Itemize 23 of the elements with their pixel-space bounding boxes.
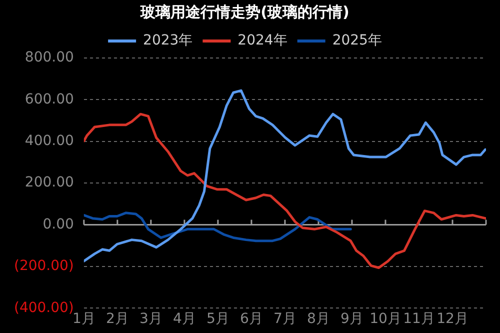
x-tick-label: 7月 [273, 311, 296, 328]
y-tick-label: (200.00) [14, 258, 74, 274]
x-tick-label: 6月 [240, 311, 263, 328]
y-tick-label: (400.00) [14, 300, 74, 316]
x-tick-label: 3月 [139, 311, 162, 328]
x-tick-label: 1月 [72, 311, 96, 328]
x-tick-label: 4月 [172, 311, 196, 328]
x-tick-label: 10月 [370, 311, 402, 328]
x-tick-label: 9月 [340, 311, 364, 328]
x-tick-label: 2月 [106, 311, 129, 328]
chart-title: 玻璃用途行情走势(玻璃的行情) [140, 2, 350, 21]
y-tick-label: 800.00 [24, 50, 74, 66]
y-tick-label: 200.00 [24, 174, 74, 191]
legend-label: 2025年 [332, 32, 382, 49]
x-tick-label: 8月 [307, 311, 330, 328]
y-tick-label: 400.00 [24, 133, 74, 150]
legend-label: 2024年 [238, 32, 288, 49]
x-tick-label: 11月 [403, 311, 435, 328]
legend-label: 2023年 [143, 32, 193, 49]
y-tick-label: 600.00 [24, 91, 74, 108]
x-tick-label: 5月 [206, 311, 230, 328]
x-tick-label: 12月 [436, 311, 468, 328]
y-tick-label: 0.00 [42, 216, 74, 232]
